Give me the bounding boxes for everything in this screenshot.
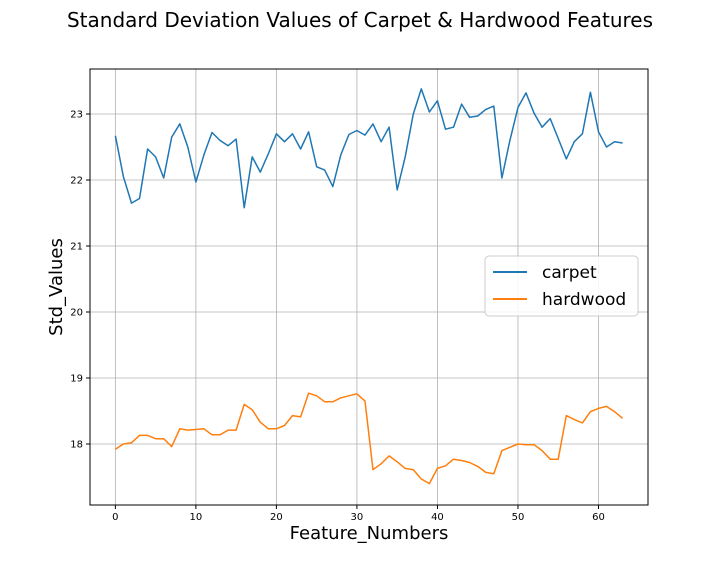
chart-title: Standard Deviation Values of Carpet & Ha… [67,8,653,32]
x-tick-label: 0 [112,512,118,523]
x-axis-ticks: 0 10 20 30 40 50 60 [112,505,605,523]
y-tick-label: 20 [70,308,83,319]
legend: carpet hardwood [484,255,639,317]
x-tick-label: 50 [512,512,525,523]
y-axis-ticks: 18 19 20 21 22 23 [70,110,90,451]
x-axis-label: Feature_Numbers [290,523,449,544]
legend-label-carpet: carpet [542,263,597,283]
series-line-carpet [114,88,623,209]
y-axis-label: Std_Values [46,238,67,336]
y-tick-label: 23 [70,110,83,121]
y-tick-label: 22 [70,176,83,187]
series-lines [114,88,624,485]
x-tick-label: 10 [190,512,203,523]
plot-area [89,68,649,506]
legend-label-hardwood: hardwood [542,290,626,310]
x-tick-label: 20 [270,512,283,523]
x-tick-label: 30 [351,512,364,523]
x-tick-label: 60 [592,512,605,523]
y-tick-label: 18 [70,440,83,451]
y-tick-label: 19 [70,374,83,385]
series-line-hardwood [114,392,624,485]
x-tick-label: 40 [431,512,444,523]
y-tick-label: 21 [70,242,83,253]
